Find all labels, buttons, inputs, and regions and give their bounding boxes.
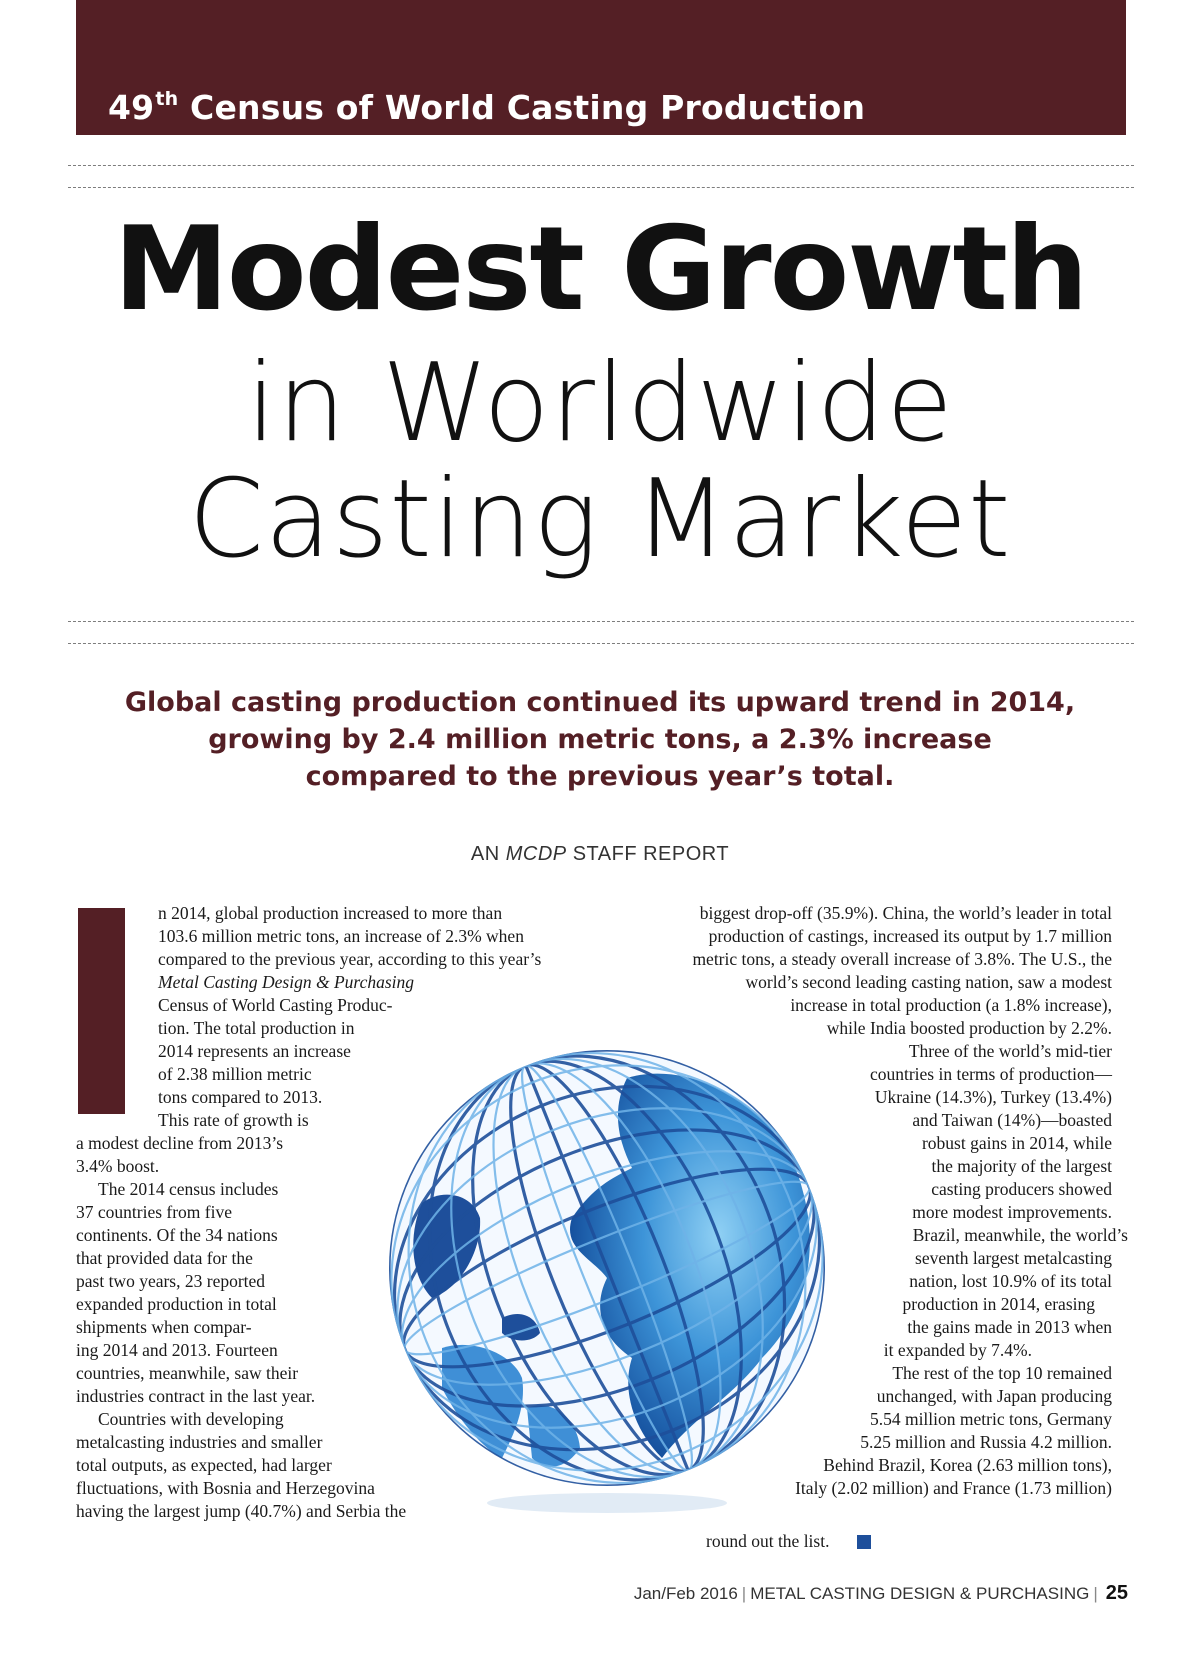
- body-left-line: Census of World Casting Produc-: [158, 995, 393, 1015]
- body-left-line: n 2014, global production increased to m…: [158, 903, 503, 923]
- deck-line-2: growing by 2.4 million metric tons, a 2.…: [208, 724, 992, 755]
- body-left-line: of 2.38 million metric: [158, 1064, 312, 1084]
- body-right-line: round out the list.: [706, 1531, 830, 1551]
- body-right-line: nation, lost 10.9% of its total: [909, 1271, 1112, 1291]
- body-right-line: the gains made in 2013 when: [907, 1317, 1112, 1337]
- body-right-line: The rest of the top 10 remained: [892, 1363, 1112, 1383]
- body-right-line: biggest drop-off (35.9%). China, the wor…: [699, 903, 1112, 923]
- headline-line-2: in Worldwide: [246, 341, 954, 466]
- body-left-line: shipments when compar-: [76, 1317, 252, 1337]
- body-right-line: 5.54 million metric tons, Germany: [869, 1409, 1112, 1429]
- body-right-line: world’s second leading casting nation, s…: [745, 972, 1112, 992]
- page-number: 25: [1105, 1582, 1128, 1604]
- body-left-line: tion. The total production in: [158, 1018, 355, 1038]
- divider-top-1: [68, 165, 1134, 166]
- body-right-line: Ukraine (14.3%), Turkey (13.4%): [874, 1087, 1112, 1107]
- wireframe-globe-icon: [389, 1050, 825, 1513]
- body-right-line: robust gains in 2014, while: [921, 1133, 1112, 1153]
- byline: AN MCDP STAFF REPORT: [470, 843, 730, 865]
- body-left-line: metalcasting industries and smaller: [76, 1432, 323, 1452]
- body-left-line: 2014 represents an increase: [158, 1041, 351, 1061]
- body-left-line: Countries with developing: [98, 1409, 284, 1429]
- body-left-line: This rate of growth is: [158, 1110, 309, 1130]
- body-right-line: while India boosted production by 2.2%.: [826, 1018, 1112, 1038]
- body-left-line: industries contract in the last year.: [76, 1386, 316, 1406]
- body-right-line: 5.25 million and Russia 4.2 million.: [860, 1432, 1112, 1452]
- headline-line-1: Modest Growth: [113, 202, 1088, 337]
- body-left-line: countries, meanwhile, saw their: [76, 1363, 299, 1383]
- body-left-line: tons compared to 2013.: [158, 1087, 323, 1107]
- divider-mid-2: [68, 643, 1134, 644]
- body-left-line: having the largest jump (40.7%) and Serb…: [76, 1501, 407, 1521]
- body-right-line: production of castings, increased its ou…: [708, 926, 1112, 946]
- body-right-line: Italy (2.02 million) and France (1.73 mi…: [795, 1478, 1112, 1498]
- body-left-line: a modest decline from 2013’s: [76, 1133, 284, 1153]
- drop-cap-i: [78, 908, 125, 1114]
- body-left-line: past two years, 23 reported: [76, 1271, 266, 1291]
- end-square-icon: [857, 1535, 871, 1549]
- body-left-line: fluctuations, with Bosnia and Herzegovin…: [76, 1478, 375, 1498]
- deck-line-1: Global casting production continued its …: [124, 687, 1076, 718]
- publication-title: METAL CASTING DESIGN & PURCHASING: [750, 1584, 1090, 1603]
- body-left-line: ing 2014 and 2013. Fourteen: [76, 1340, 278, 1360]
- page-footer: Jan/Feb 2016 | METAL CASTING DESIGN & PURC…: [633, 1582, 1128, 1604]
- publication-name: Metal Casting Design & Purchasing: [158, 972, 415, 992]
- body-left-line: continents. Of the 34 nations: [76, 1225, 278, 1245]
- body-left-line: 103.6 million metric tons, an increase o…: [158, 926, 524, 946]
- body-left-line: 3.4% boost.: [76, 1156, 160, 1176]
- body-right-line: unchanged, with Japan producing: [876, 1386, 1112, 1406]
- body-left-line: expanded production in total: [76, 1294, 277, 1314]
- body-right-line: Brazil, meanwhile, the world’s: [912, 1225, 1128, 1245]
- issue-date: Jan/Feb 2016: [633, 1584, 738, 1603]
- body-right-line: casting producers showed: [931, 1179, 1112, 1199]
- body-right-line: it expanded by 7.4%.: [883, 1340, 1032, 1360]
- section-title: 49th Census of World Casting Production: [108, 88, 866, 127]
- body-left-line: 37 countries from five: [76, 1202, 232, 1222]
- body-right-line: countries in terms of production—: [869, 1064, 1112, 1084]
- headline-line-3: Casting Market: [188, 457, 1012, 582]
- body-right-line: and Taiwan (14%)—boasted: [912, 1110, 1112, 1130]
- body-right-line: metric tons, a steady overall increase o…: [692, 949, 1112, 969]
- body-right-line: the majority of the largest: [931, 1156, 1112, 1176]
- body-left-line: compared to the previous year, according…: [158, 949, 542, 969]
- body-right-line: increase in total production (a 1.8% inc…: [790, 995, 1112, 1015]
- divider-top-2: [68, 187, 1134, 188]
- body-right-line: Three of the world’s mid-tier: [908, 1041, 1112, 1061]
- body-right-line: more modest improvements.: [912, 1202, 1112, 1222]
- divider-mid-1: [68, 621, 1134, 622]
- body-right-line: production in 2014, erasing: [902, 1294, 1095, 1314]
- body-left-line: The 2014 census includes: [98, 1179, 279, 1199]
- body-left-line: total outputs, as expected, had larger: [76, 1455, 332, 1475]
- deck-line-3: compared to the previous year’s total.: [305, 761, 895, 792]
- body-right-line: Behind Brazil, Korea (2.63 million tons)…: [823, 1455, 1112, 1475]
- body-right-line: seventh largest metalcasting: [915, 1248, 1112, 1268]
- section-banner: [76, 0, 1126, 135]
- body-left-line: that provided data for the: [76, 1248, 253, 1268]
